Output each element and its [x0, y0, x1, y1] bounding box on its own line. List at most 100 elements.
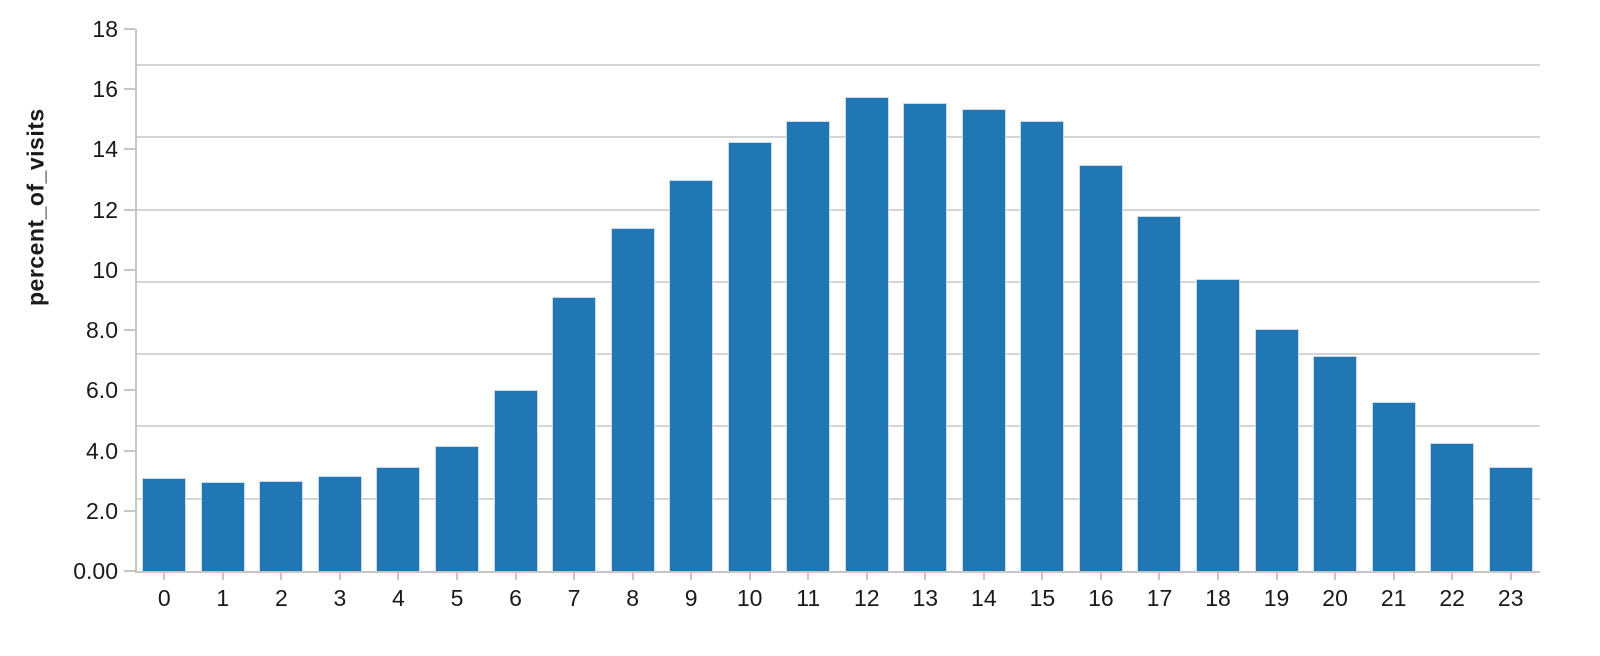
bar-hour-20 — [1313, 355, 1358, 571]
x-axis-line — [135, 571, 1540, 573]
x-tick-label: 17 — [1146, 585, 1173, 611]
x-tick — [1392, 571, 1395, 580]
x-tick — [573, 571, 576, 580]
x-tick — [514, 571, 517, 580]
x-tick — [1217, 571, 1220, 580]
y-tick — [124, 88, 135, 91]
x-tick-label: 23 — [1497, 585, 1524, 611]
x-tick-label: 13 — [912, 585, 939, 611]
y-tick-label: 0.00 — [73, 558, 118, 584]
bar-hour-12 — [844, 96, 889, 571]
bar-hour-16 — [1078, 164, 1123, 571]
bar-hour-18 — [1196, 278, 1241, 571]
gridline — [135, 497, 1540, 500]
x-tick — [338, 571, 341, 580]
x-tick-label: 7 — [567, 585, 581, 611]
gridline — [135, 64, 1540, 67]
x-tick-label: 8 — [626, 585, 639, 611]
x-tick-label: 20 — [1322, 585, 1348, 611]
bar-hour-7 — [552, 297, 597, 571]
bar-hour-13 — [903, 102, 948, 571]
bar-hour-2 — [259, 480, 304, 571]
x-tick — [924, 571, 927, 580]
x-tick — [631, 571, 634, 580]
y-tick-label: 2.0 — [86, 497, 118, 524]
bar-hour-22 — [1430, 443, 1475, 571]
x-tick-label: 14 — [971, 585, 997, 611]
x-tick — [748, 571, 751, 580]
y-tick — [124, 389, 135, 392]
x-tick-label: 6 — [509, 585, 522, 611]
x-tick-label: 18 — [1205, 585, 1231, 611]
y-tick-label: 6.0 — [86, 377, 118, 404]
x-tick — [397, 571, 400, 580]
y-tick-label: 16 — [92, 76, 118, 103]
bar-hour-9 — [669, 179, 714, 571]
y-tick-label: 10 — [92, 256, 118, 283]
bar-hour-5 — [434, 446, 479, 571]
x-tick-label: 21 — [1380, 585, 1407, 611]
bar-hour-0 — [142, 477, 187, 571]
y-tick — [124, 509, 135, 512]
x-tick — [690, 571, 693, 580]
x-tick-label: 2 — [274, 585, 288, 611]
bar-hour-4 — [376, 467, 421, 571]
x-tick — [1158, 571, 1161, 580]
x-tick — [1509, 571, 1512, 580]
y-tick — [124, 329, 135, 332]
bar-hour-17 — [1137, 215, 1182, 571]
x-tick — [163, 571, 166, 580]
x-tick-label: 4 — [392, 585, 405, 611]
bar-hour-3 — [317, 476, 362, 571]
bar-hour-6 — [493, 390, 538, 571]
y-tick — [124, 208, 135, 211]
x-tick — [982, 571, 985, 580]
x-tick-label: 16 — [1088, 585, 1114, 611]
gridline — [135, 280, 1540, 283]
x-tick-label: 12 — [853, 585, 880, 611]
x-tick-label: 19 — [1263, 585, 1290, 611]
y-axis-line — [135, 29, 137, 571]
y-tick — [124, 570, 135, 572]
x-tick-label: 5 — [450, 585, 464, 611]
y-tick — [124, 268, 135, 271]
bar-hour-21 — [1371, 402, 1416, 571]
x-tick-label: 11 — [796, 585, 821, 611]
y-tick-label: 14 — [92, 136, 118, 163]
x-tick-label: 9 — [684, 585, 698, 611]
y-tick-label: 4.0 — [86, 437, 118, 464]
x-tick — [807, 571, 810, 580]
bar-hour-14 — [961, 108, 1006, 571]
y-tick — [124, 148, 135, 151]
x-tick-label: 15 — [1029, 585, 1056, 611]
y-tick — [124, 449, 135, 452]
x-tick — [1451, 571, 1454, 580]
gridline — [135, 208, 1540, 211]
bar-hour-15 — [1020, 120, 1065, 571]
x-tick — [1041, 571, 1044, 580]
bar-hour-1 — [200, 482, 245, 571]
x-tick — [455, 571, 458, 580]
x-tick — [280, 571, 283, 580]
y-tick-label: 18 — [92, 16, 118, 42]
x-tick-label: 1 — [216, 585, 230, 611]
gridline — [135, 136, 1540, 139]
x-tick-label: 3 — [333, 585, 347, 611]
bar-hour-19 — [1254, 328, 1299, 571]
x-tick — [1099, 571, 1102, 580]
x-tick-label: 10 — [736, 585, 763, 611]
bar-hour-11 — [786, 120, 831, 571]
gridline — [135, 353, 1540, 356]
bar-hour-10 — [727, 141, 772, 571]
y-tick-label: 8.0 — [86, 317, 118, 344]
y-tick — [124, 28, 135, 30]
bar-hour-23 — [1488, 467, 1533, 571]
x-tick — [1334, 571, 1337, 580]
x-tick-label: 22 — [1439, 585, 1465, 611]
x-tick — [1275, 571, 1278, 580]
x-tick-label: 0 — [157, 585, 171, 611]
plot-area — [135, 29, 1540, 573]
x-tick — [221, 571, 224, 580]
gridline — [135, 425, 1540, 428]
